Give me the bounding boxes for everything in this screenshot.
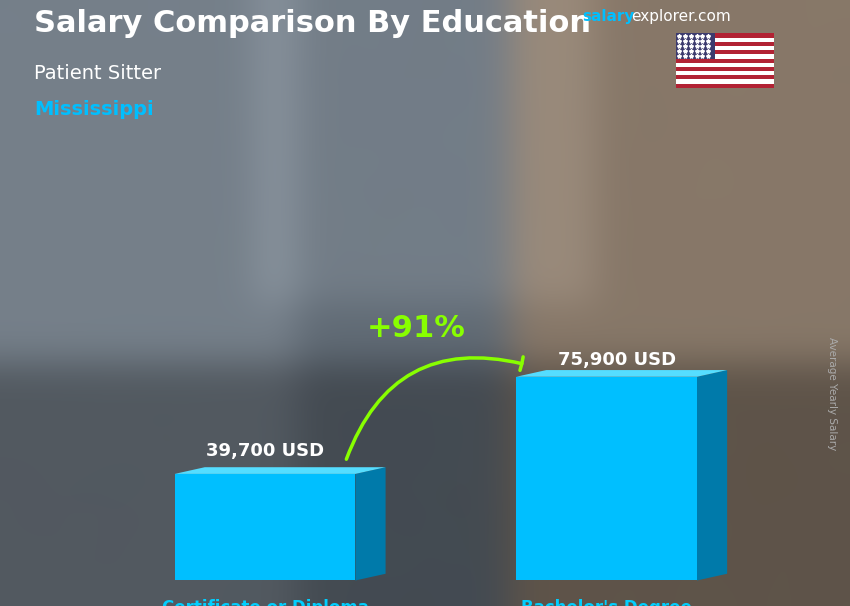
Text: explorer.com: explorer.com [632, 9, 731, 24]
Bar [676, 62, 774, 67]
Bar [676, 55, 774, 59]
Bar [174, 474, 355, 581]
Text: 75,900 USD: 75,900 USD [558, 351, 676, 368]
Polygon shape [355, 467, 386, 581]
Bar [676, 59, 774, 62]
Text: salary: salary [582, 9, 635, 24]
Bar [676, 33, 715, 59]
Polygon shape [516, 370, 727, 377]
Text: Salary Comparison By Education: Salary Comparison By Education [34, 9, 591, 38]
Text: Patient Sitter: Patient Sitter [34, 64, 162, 82]
Text: Average Yearly Salary: Average Yearly Salary [827, 338, 837, 450]
Text: +91%: +91% [366, 314, 465, 343]
Text: Mississippi: Mississippi [34, 100, 154, 119]
Bar [676, 79, 774, 84]
Bar [676, 67, 774, 71]
Text: 39,700 USD: 39,700 USD [206, 442, 324, 461]
Polygon shape [697, 370, 727, 581]
Bar [676, 38, 774, 42]
Bar [676, 46, 774, 50]
Bar [676, 42, 774, 46]
Bar [516, 377, 697, 581]
Bar [676, 33, 774, 38]
Bar [676, 50, 774, 55]
Text: Bachelor's Degree: Bachelor's Degree [521, 599, 692, 606]
Bar [676, 84, 774, 88]
Bar [676, 71, 774, 75]
Text: Certificate or Diploma: Certificate or Diploma [162, 599, 369, 606]
Bar [676, 75, 774, 79]
Polygon shape [174, 467, 386, 474]
